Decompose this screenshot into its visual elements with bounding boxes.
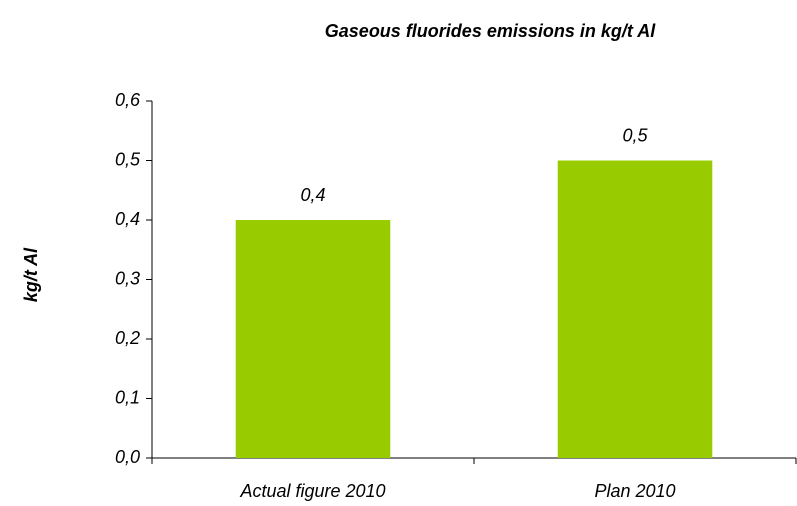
bar	[235, 220, 391, 458]
y-tick-label: 0,5	[115, 149, 141, 169]
x-tick-label: Actual figure 2010	[239, 481, 385, 501]
y-tick-label: 0,4	[115, 209, 140, 229]
bar	[557, 160, 713, 458]
x-tick-label: Plan 2010	[594, 481, 675, 501]
y-tick-label: 0,2	[115, 328, 140, 348]
value-label: 0,4	[300, 185, 325, 205]
y-tick-label: 0,6	[115, 90, 141, 110]
y-tick-label: 0,0	[115, 447, 140, 467]
y-axis-label: kg/t Al	[21, 247, 41, 302]
y-tick-label: 0,1	[115, 387, 140, 407]
chart-title: Gaseous fluorides emissions in kg/t Al	[325, 21, 656, 41]
value-label: 0,5	[622, 125, 648, 145]
y-tick-label: 0,3	[115, 268, 140, 288]
